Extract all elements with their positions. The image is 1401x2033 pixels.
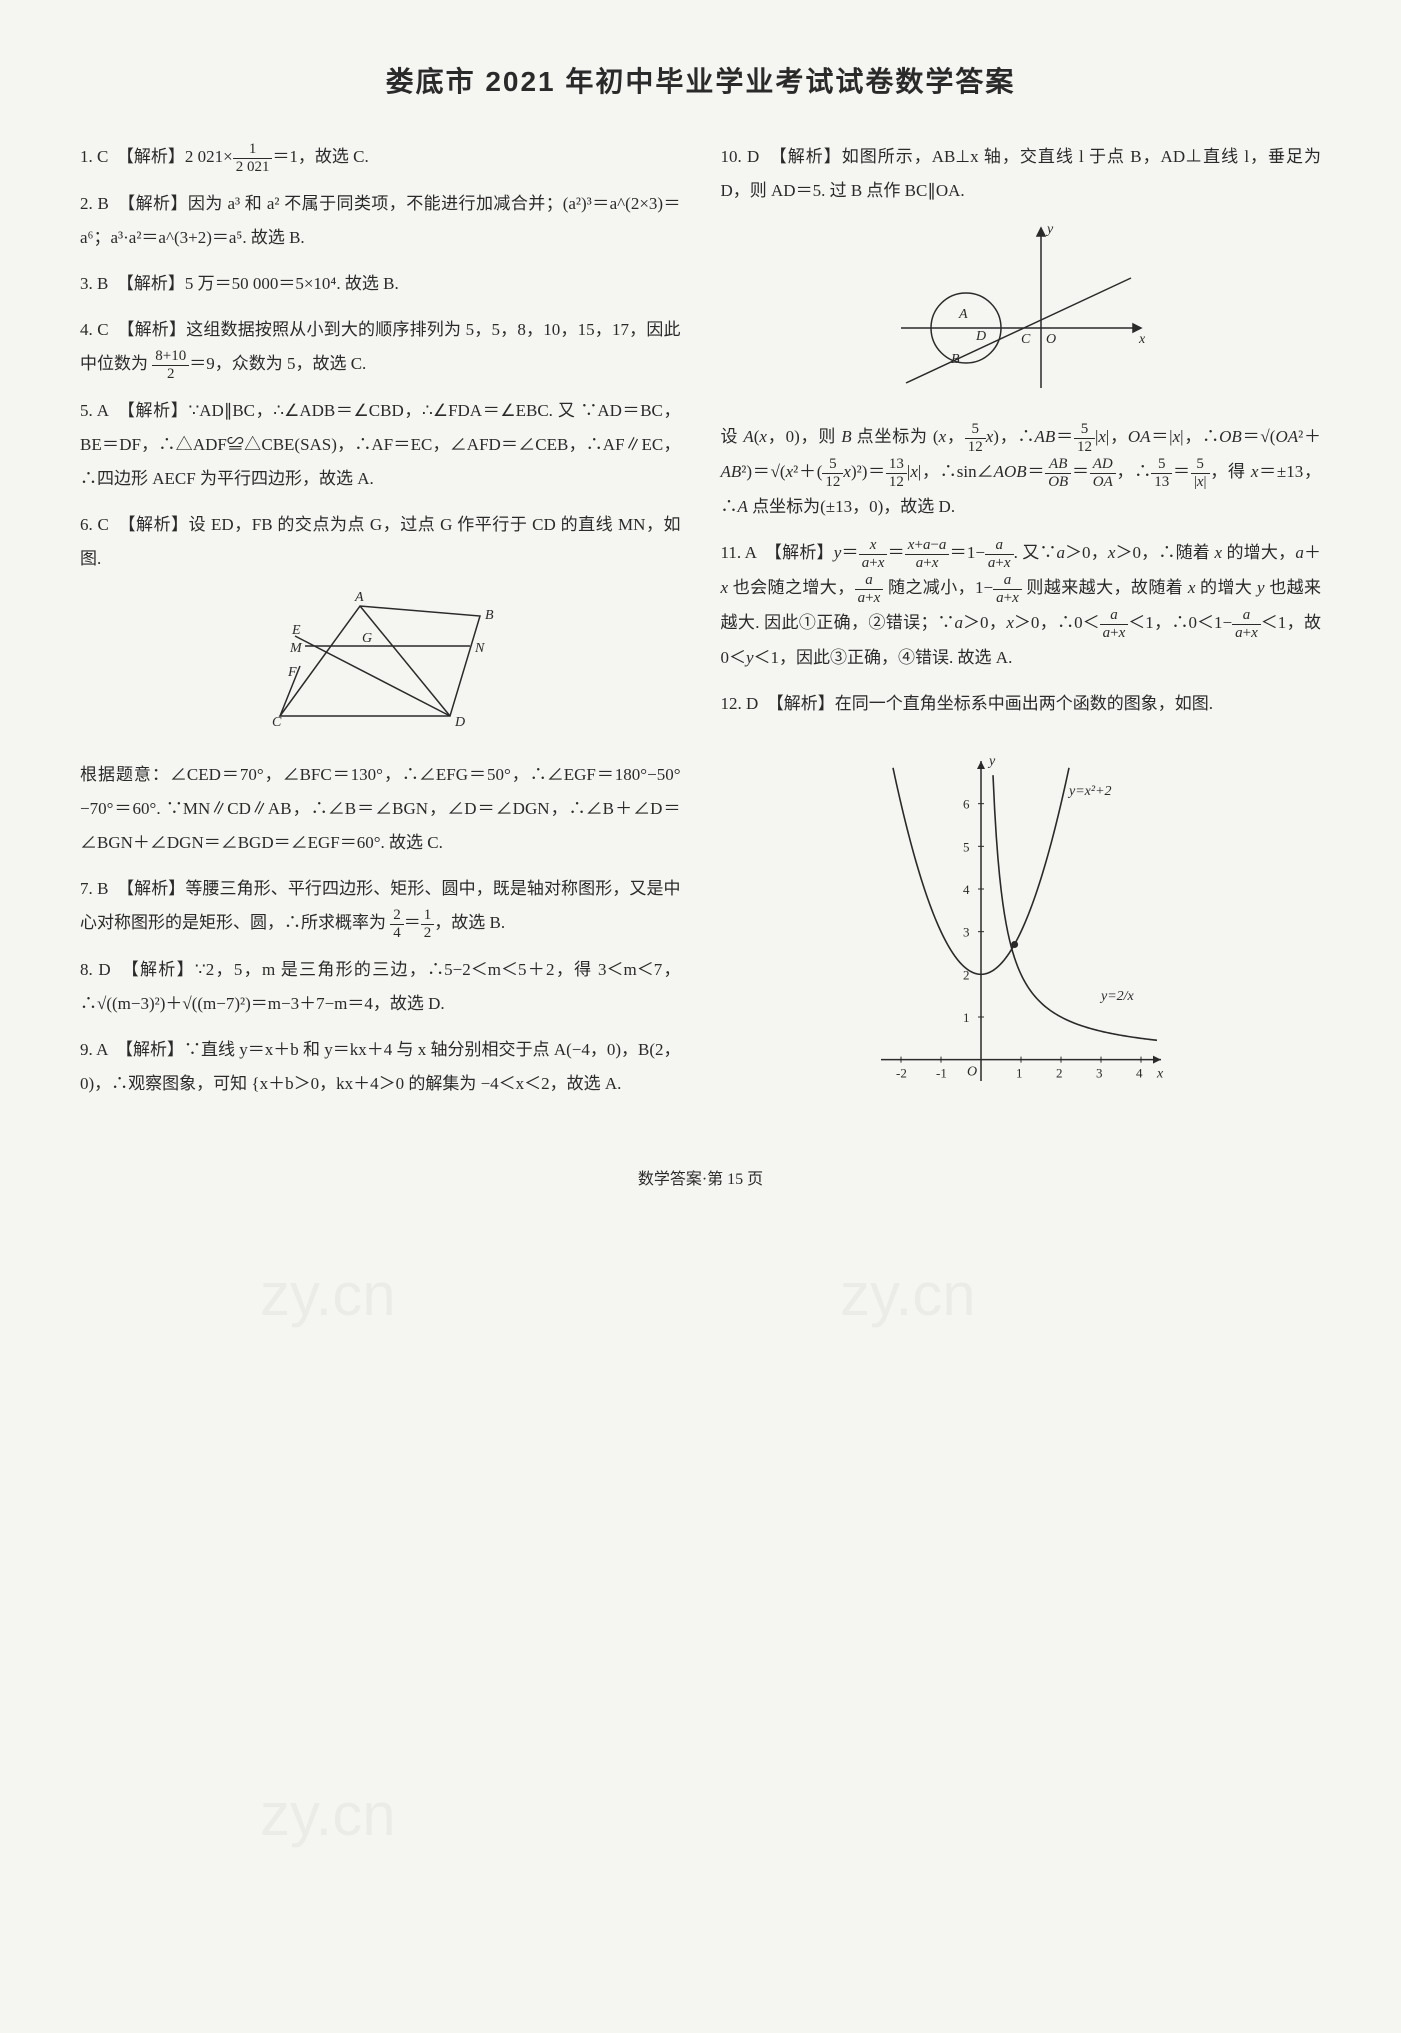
svg-text:3: 3 — [963, 925, 970, 940]
answer-item-2: 2. B 【解析】因为 a³ 和 a² 不属于同类项，不能进行加减合并；(a²)… — [80, 187, 681, 255]
analysis-tag: 【解析】 — [117, 879, 185, 898]
item-number: 3. — [80, 274, 93, 293]
item-text-after: 设 A(x，0)，则 B 点坐标为 (x，512x)，∴AB＝512|x|，OA… — [721, 427, 1322, 516]
analysis-tag: 【解析】 — [118, 515, 188, 534]
item-number: 6. — [80, 515, 93, 534]
svg-text:1: 1 — [1016, 1066, 1023, 1081]
item-number: 1. — [80, 147, 93, 166]
svg-text:x: x — [1138, 332, 1146, 347]
svg-text:O: O — [1046, 332, 1056, 347]
analysis-tag: 【解析】 — [765, 543, 834, 562]
analysis-tag: 【解析】 — [122, 960, 195, 979]
item-answer: A — [745, 543, 756, 562]
svg-text:y: y — [1045, 222, 1054, 237]
page-footer: 数学答案·第 15 页 — [80, 1165, 1321, 1189]
analysis-tag: 【解析】 — [118, 194, 188, 213]
item-answer: D — [747, 147, 759, 166]
answer-item-5: 5. A 【解析】∵AD∥BC，∴∠ADB＝∠CBD，∴∠FDA＝∠EBC. 又… — [80, 394, 681, 496]
function-graph-q12: yxO-2-11234123456y=x²+2y=2/x — [721, 731, 1322, 1123]
answer-item-3: 3. B 【解析】5 万＝50 000＝5×10⁴. 故选 B. — [80, 267, 681, 301]
item-answer: C — [97, 320, 108, 339]
svg-text:A: A — [958, 307, 968, 322]
svg-text:B: B — [951, 352, 960, 367]
svg-text:5: 5 — [963, 840, 970, 855]
item-answer: B — [97, 194, 108, 213]
answer-item-6: 6. C 【解析】设 ED，FB 的交点为点 G，过点 G 作平行于 CD 的直… — [80, 508, 681, 860]
item-answer: A — [96, 1040, 107, 1059]
svg-text:F: F — [287, 665, 297, 680]
svg-text:E: E — [291, 623, 301, 638]
svg-text:x: x — [1156, 1067, 1164, 1082]
item-answer: B — [97, 879, 108, 898]
svg-text:N: N — [474, 641, 485, 656]
svg-text:D: D — [975, 329, 986, 344]
analysis-tag: 【解析】 — [117, 320, 186, 339]
item-answer: B — [97, 274, 108, 293]
answer-item-10: 10. D 【解析】如图所示，AB⊥x 轴，交直线 l 于点 B，AD⊥直线 l… — [721, 140, 1322, 524]
item-answer: D — [746, 694, 758, 713]
analysis-tag: 【解析】 — [117, 147, 185, 166]
svg-text:-2: -2 — [896, 1066, 907, 1081]
answer-item-4: 4. C 【解析】这组数据按照从小到大的顺序排列为 5，5，8，10，15，17… — [80, 313, 681, 382]
svg-text:4: 4 — [963, 882, 970, 897]
item-text: 2 021×12 021＝1，故选 C. — [185, 147, 369, 166]
answer-item-9: 9. A 【解析】∵直线 y＝x＋b 和 y＝kx＋4 与 x 轴分别相交于点 … — [80, 1033, 681, 1101]
analysis-tag: 【解析】 — [116, 1040, 184, 1059]
item-text: 5 万＝50 000＝5×10⁴. 故选 B. — [185, 274, 399, 293]
svg-text:4: 4 — [1136, 1066, 1143, 1081]
item-number: 4. — [80, 320, 93, 339]
answer-item-11: 11. A 【解析】y＝xa+x＝x+a−aa+x＝1−aa+x. 又∵a＞0，… — [721, 536, 1322, 675]
item-text-before: 在同一个直角坐标系中画出两个函数的图象，如图. — [835, 694, 1213, 713]
watermark: zy.cn — [260, 1260, 396, 1329]
svg-text:A: A — [354, 590, 364, 605]
item-number: 2. — [80, 194, 93, 213]
right-column: 10. D 【解析】如图所示，AB⊥x 轴，交直线 l 于点 B，AD⊥直线 l… — [721, 140, 1322, 1135]
svg-text:2: 2 — [1056, 1066, 1063, 1081]
item-number: 10. — [721, 147, 742, 166]
svg-text:1: 1 — [963, 1010, 970, 1025]
svg-text:y=2/x: y=2/x — [1099, 989, 1135, 1004]
item-number: 7. — [80, 879, 93, 898]
svg-text:-1: -1 — [936, 1066, 947, 1081]
answer-item-8: 8. D 【解析】∵2，5，m 是三角形的三边，∴5−2＜m＜5＋2，得 3＜m… — [80, 953, 681, 1021]
svg-text:M: M — [289, 641, 303, 656]
svg-text:3: 3 — [1096, 1066, 1103, 1081]
svg-text:O: O — [967, 1065, 977, 1080]
answer-item-7: 7. B 【解析】等腰三角形、平行四边形、矩形、圆中，既是轴对称图形，又是中心对… — [80, 872, 681, 941]
item-number: 12. — [721, 694, 742, 713]
item-number: 9. — [80, 1040, 93, 1059]
svg-text:D: D — [454, 715, 465, 730]
watermark: zy.cn — [840, 1260, 976, 1329]
svg-text:C: C — [1021, 332, 1031, 347]
geometry-figure-q6: A B C D E F G M N — [80, 586, 681, 748]
svg-text:C: C — [272, 715, 282, 730]
analysis-tag: 【解析】 — [767, 694, 835, 713]
item-number: 5. — [80, 401, 93, 420]
item-answer: A — [97, 401, 108, 420]
item-answer: D — [98, 960, 110, 979]
analysis-tag: 【解析】 — [770, 147, 842, 166]
svg-text:y=x²+2: y=x²+2 — [1067, 785, 1112, 800]
coordinate-figure-q10: y x O A D B C — [721, 218, 1322, 410]
analysis-tag: 【解析】 — [118, 401, 189, 420]
two-column-layout: 1. C 【解析】2 021×12 021＝1，故选 C. 2. B 【解析】因… — [80, 140, 1321, 1135]
item-number: 11. — [721, 543, 742, 562]
item-answer: C — [97, 147, 108, 166]
watermark: zy.cn — [260, 1780, 396, 1849]
svg-text:G: G — [362, 631, 372, 646]
svg-text:B: B — [485, 608, 494, 623]
svg-text:y: y — [987, 754, 996, 769]
item-text-after: 根据题意：∠CED＝70°，∠BFC＝130°，∴∠EFG＝50°，∴∠EGF＝… — [80, 765, 681, 852]
svg-text:6: 6 — [963, 797, 970, 812]
analysis-tag: 【解析】 — [117, 274, 185, 293]
item-answer: C — [98, 515, 109, 534]
left-column: 1. C 【解析】2 021×12 021＝1，故选 C. 2. B 【解析】因… — [80, 140, 681, 1135]
answer-item-12: 12. D 【解析】在同一个直角坐标系中画出两个函数的图象，如图. y x O -2 -… — [721, 687, 1322, 1123]
answer-item-1: 1. C 【解析】2 021×12 021＝1，故选 C. — [80, 140, 681, 175]
item-number: 8. — [80, 960, 93, 979]
page-title: 娄底市 2021 年初中毕业学业考试试卷数学答案 — [80, 60, 1321, 100]
